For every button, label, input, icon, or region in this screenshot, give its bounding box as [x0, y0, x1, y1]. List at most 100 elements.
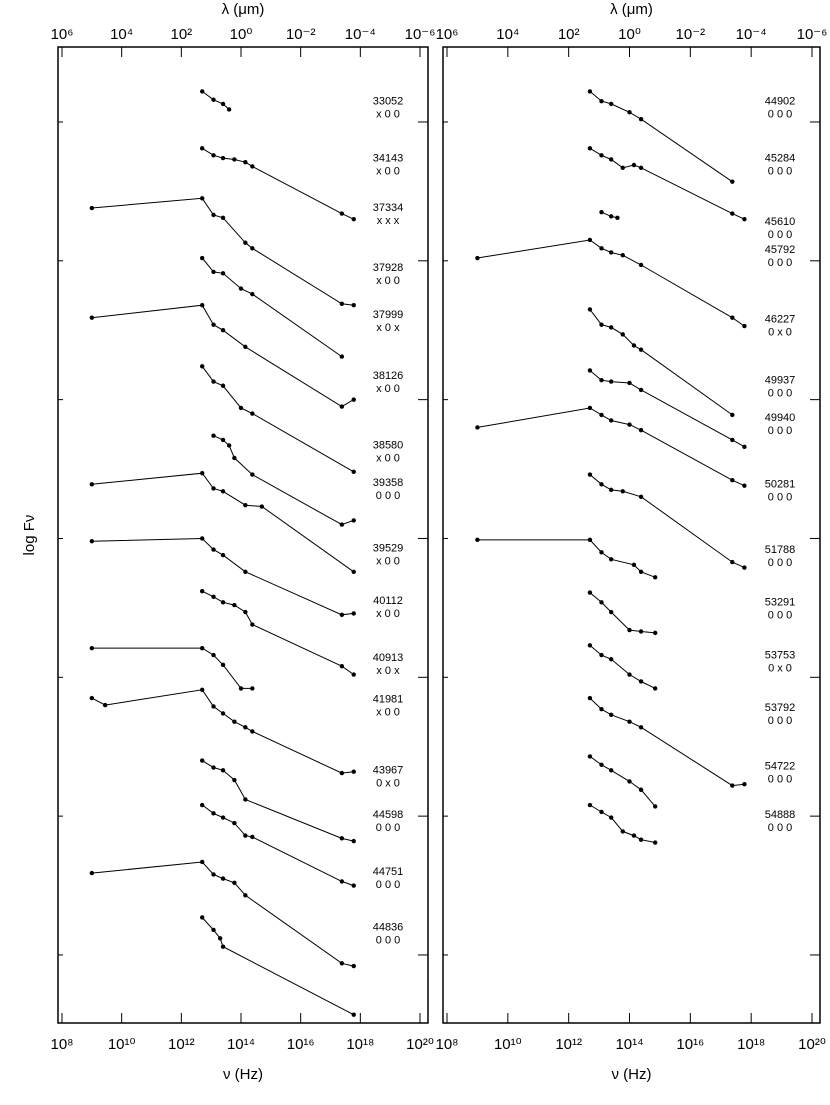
x-tick-label: 10²⁰	[798, 1036, 826, 1053]
sed-point	[599, 809, 604, 815]
sed-point	[199, 758, 205, 763]
sed-point	[608, 250, 614, 255]
x-tick-label: 10¹²	[168, 1036, 195, 1053]
sed-point	[627, 422, 632, 427]
sed-point	[631, 162, 637, 168]
sed-point	[627, 627, 632, 633]
x2-tick-label: 10⁴	[496, 26, 519, 43]
series-name: 50281	[765, 479, 796, 491]
sed-point	[631, 833, 637, 838]
sed-point	[599, 322, 604, 327]
sed-point	[608, 657, 614, 662]
sed-point	[608, 609, 614, 615]
sed-point	[220, 328, 226, 333]
sed-point	[339, 612, 345, 618]
sed-point	[226, 107, 232, 112]
sed-point	[89, 870, 95, 876]
series-flags: 0 0 0	[376, 490, 400, 502]
series-flags: 0 0 0	[768, 557, 792, 569]
sed-point	[608, 214, 614, 219]
sed-point	[587, 237, 593, 243]
sed-point	[730, 477, 735, 483]
sed-point	[220, 271, 226, 276]
sed-point	[211, 652, 216, 658]
sed-point	[742, 216, 747, 222]
sed-point	[211, 811, 216, 816]
sed-point	[638, 837, 644, 842]
sed-point	[102, 702, 108, 708]
sed-point	[232, 820, 237, 826]
sed-point	[339, 301, 345, 307]
sed-point	[730, 437, 735, 443]
x2-tick-label: 10⁶	[51, 26, 74, 43]
sed-point	[351, 569, 356, 574]
sed-point	[351, 883, 356, 888]
sed-point	[587, 146, 593, 151]
sed-point	[250, 246, 255, 251]
sed-line	[201, 760, 354, 842]
series-name: 44902	[765, 95, 796, 107]
series-name: 44751	[373, 866, 404, 878]
sed-point	[238, 286, 244, 291]
sed-point	[211, 212, 216, 218]
sed-point	[620, 332, 625, 337]
sed-point	[742, 483, 747, 488]
sed-point	[627, 719, 632, 724]
sed-point	[220, 155, 226, 161]
sed-point	[608, 157, 614, 162]
sed-point	[243, 893, 248, 898]
sed-point	[199, 915, 205, 920]
sed-point	[351, 611, 356, 616]
series-flags: x 0 0	[376, 608, 400, 620]
series-name: 38580	[373, 440, 404, 452]
sed-point	[89, 695, 95, 701]
series-flags: 0 0 0	[768, 229, 792, 241]
sed-point	[211, 594, 216, 599]
sed-point	[199, 146, 205, 151]
sed-point	[638, 787, 644, 792]
series-name: 45792	[765, 244, 796, 256]
series-name: 39358	[373, 477, 404, 489]
series-name: 44836	[373, 921, 404, 933]
sed-point	[199, 303, 205, 308]
sed-point	[587, 590, 593, 595]
sed-point	[232, 455, 237, 461]
sed-point	[631, 343, 637, 348]
sed-point	[730, 179, 735, 184]
sed-point	[89, 539, 95, 544]
sed-point	[627, 672, 632, 677]
sed-line	[201, 917, 354, 1016]
sed-point	[631, 562, 637, 568]
sed-point	[243, 160, 248, 165]
series-name: 49937	[765, 374, 796, 386]
series-flags: 0 x 0	[376, 778, 400, 790]
x2-tick-label: 10⁻⁴	[345, 26, 376, 43]
x2-tick-label: 10⁰	[618, 26, 641, 43]
sed-point	[220, 552, 226, 558]
sed-point	[587, 307, 593, 312]
sed-point	[339, 354, 345, 359]
sed-point	[730, 315, 735, 320]
series-flags: 0 0 0	[768, 425, 792, 437]
sed-line	[201, 90, 230, 110]
sed-point	[243, 797, 248, 802]
sed-point	[627, 380, 632, 386]
sed-point	[599, 378, 604, 383]
x-tick-label: 10²⁰	[406, 1036, 434, 1053]
sed-point	[211, 927, 216, 933]
x2-tick-label: 10⁰	[230, 26, 253, 43]
sed-line	[589, 309, 733, 416]
series-flags: x 0 0	[376, 108, 400, 120]
series-flags: 0 0 0	[768, 108, 792, 120]
sed-point	[599, 412, 604, 418]
sed-point	[599, 762, 604, 767]
sed-line	[201, 590, 354, 675]
series-flags: 0 0 0	[768, 387, 792, 399]
sed-point	[351, 672, 356, 677]
sed-point	[608, 815, 614, 820]
sed-point	[608, 557, 614, 562]
sed-point	[638, 387, 644, 393]
sed-line	[477, 239, 745, 327]
sed-point	[627, 110, 632, 115]
series-flags: 0 0 0	[768, 715, 792, 727]
